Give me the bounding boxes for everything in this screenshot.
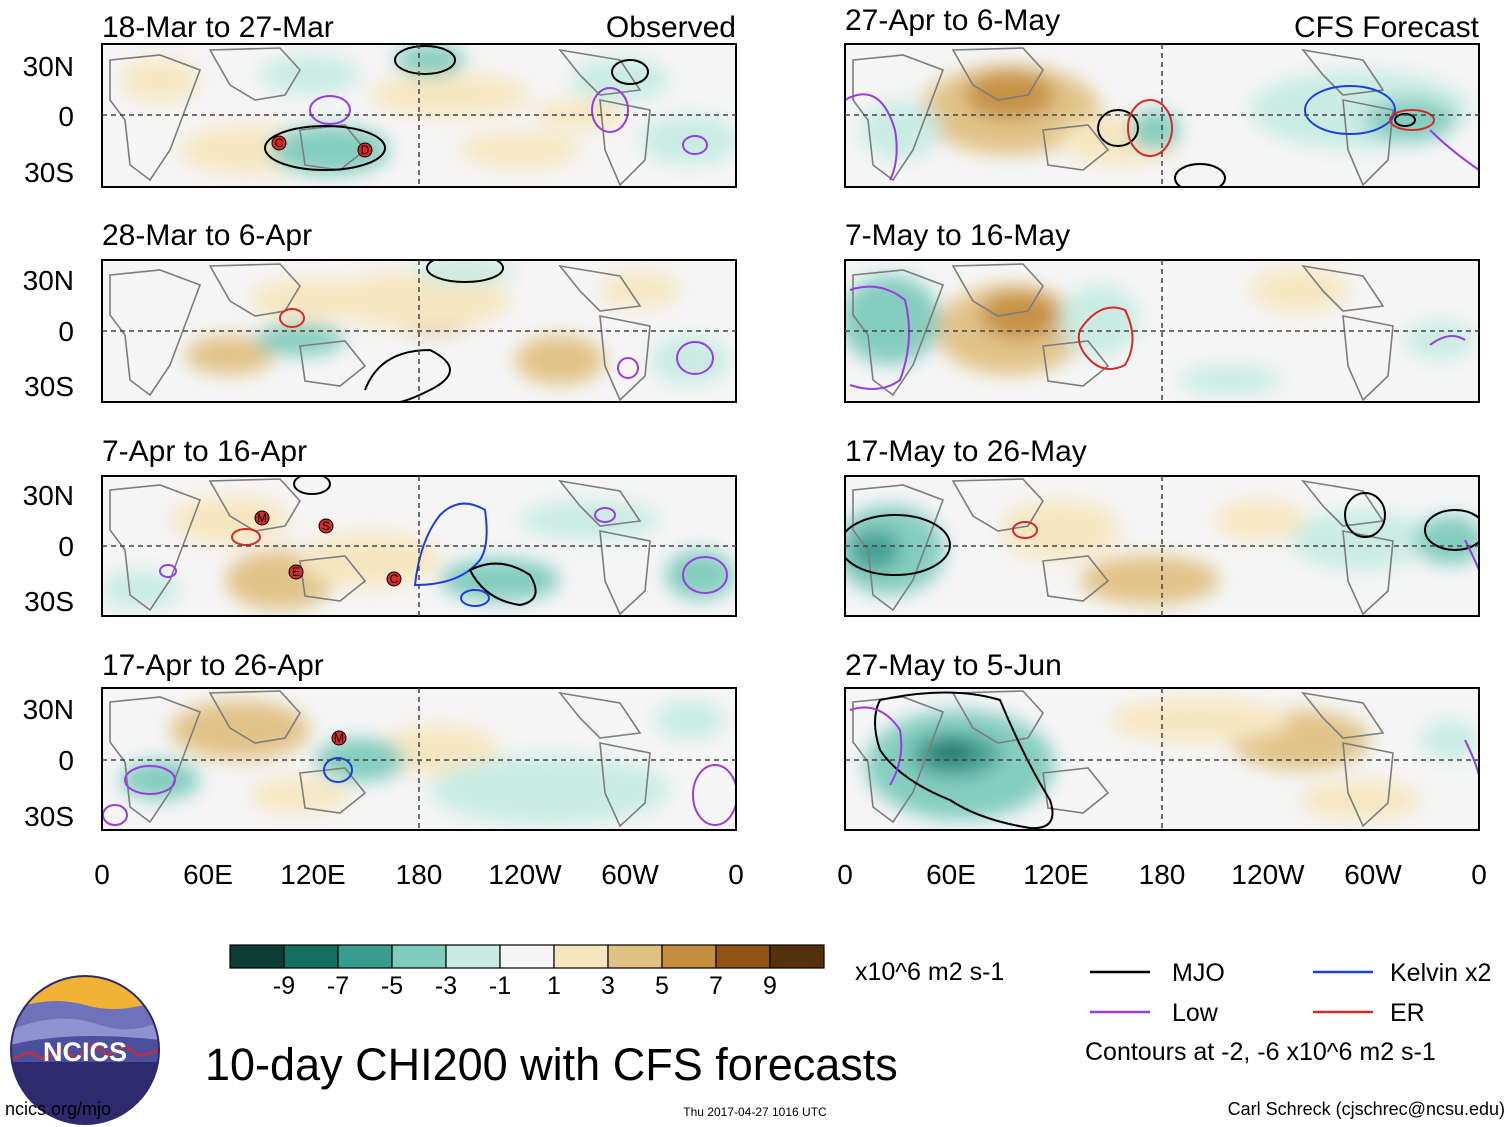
map-panel-6	[844, 259, 1480, 403]
colorbar-swatch	[661, 944, 717, 969]
panel-title-8: 27-May to 5-Jun	[845, 649, 1062, 682]
storm-label-p1-0: C	[275, 136, 284, 150]
lat-label: 0	[58, 316, 74, 347]
lon-label: 0	[728, 859, 744, 890]
lat-axis-p4: 30N 0 30S	[23, 694, 74, 832]
legend-label-mjo: MJO	[1172, 959, 1225, 987]
map-panel-4: M	[101, 687, 737, 831]
colorbar-tick-label: -1	[489, 972, 511, 1000]
map-panel-1: C D	[101, 43, 737, 188]
panel-title-3: 7-Apr to 16-Apr	[102, 435, 307, 468]
storm-marker-S: S	[318, 518, 334, 534]
legend-label-kelvin: Kelvin x2	[1390, 959, 1491, 987]
colorbar-tick-label: 5	[655, 972, 669, 1000]
colorbar-tick-label: -9	[273, 972, 295, 1000]
storm-marker-C: C	[271, 135, 287, 151]
colorbar-tick-label: 7	[709, 972, 723, 1000]
storm-marker-E: E	[288, 564, 304, 580]
lat-label: 30S	[24, 801, 74, 832]
storm-marker-C2: C	[386, 571, 402, 587]
lat-label: 30S	[24, 371, 74, 402]
map-panel-5	[844, 43, 1480, 188]
lat-label: 30N	[23, 694, 74, 725]
contours-note: Contours at -2, -6 x10^6 m2 s-1	[1085, 1038, 1436, 1066]
lon-axis-right: 0 60E 120E 180 120W 60W 0	[837, 859, 1487, 890]
colorbar-swatch	[391, 944, 447, 969]
storm-marker-M: M	[254, 510, 270, 526]
lon-label: 60E	[926, 859, 976, 890]
colorbar-swatch	[283, 944, 339, 969]
legend: MJO Kelvin x2 Low ER Contours at -2, -6 …	[1085, 959, 1491, 1066]
storm-label-p3-1: S	[322, 519, 330, 533]
storm-label-p1-1: D	[361, 143, 370, 157]
footer-author: Carl Schreck (cjschrec@ncsu.edu)	[1228, 1099, 1505, 1119]
map-panel-8	[844, 687, 1480, 831]
logo-text: NCICS	[43, 1037, 127, 1067]
lon-label: 0	[837, 859, 853, 890]
colorbar-swatch	[553, 944, 609, 969]
panel-title-1: 18-Mar to 27-Mar	[102, 11, 334, 44]
colorbar-swatch	[607, 944, 663, 969]
legend-label-er: ER	[1390, 999, 1425, 1027]
lon-label: 0	[1471, 859, 1487, 890]
lat-label: 30N	[23, 265, 74, 296]
colorbar: -9 -7 -5 -3 -1 1 3 5 7 9	[229, 944, 825, 1000]
panel-title-6: 7-May to 16-May	[845, 219, 1070, 252]
panel-title-4: 17-Apr to 26-Apr	[102, 649, 324, 682]
lat-axis-p2: 30N 0 30S	[23, 265, 74, 402]
colorbar-swatch	[337, 944, 393, 969]
lon-label: 120E	[280, 859, 345, 890]
lon-label: 60W	[1344, 859, 1402, 890]
map-panel-2	[101, 259, 737, 403]
legend-label-low: Low	[1172, 999, 1219, 1027]
storm-marker-M2: M	[331, 730, 347, 746]
main-title: 10-day CHI200 with CFS forecasts	[205, 1039, 898, 1090]
map-panel-3: M S E C	[101, 475, 737, 617]
lon-label: 60W	[601, 859, 659, 890]
colorbar-tick-label: 1	[547, 972, 561, 1000]
footer-timestamp: Thu 2017-04-27 1016 UTC	[683, 1105, 827, 1119]
colorbar-swatch	[229, 944, 285, 969]
storm-label-p3-3: C	[390, 572, 399, 586]
lon-label: 120W	[488, 859, 562, 890]
panel-title-5: 27-Apr to 6-May	[845, 4, 1060, 37]
lon-label: 180	[396, 859, 443, 890]
colorbar-tick-label: -3	[435, 972, 457, 1000]
colorbar-swatch	[769, 944, 825, 969]
storm-label-p3-2: E	[292, 565, 300, 579]
lat-label: 30N	[23, 480, 74, 511]
lat-label: 0	[58, 101, 74, 132]
lon-label: 60E	[183, 859, 233, 890]
storm-marker-D: D	[357, 142, 373, 158]
observed-header: Observed	[606, 11, 736, 44]
lat-axis-p1: 30N 0 30S	[23, 51, 74, 188]
colorbar-tick-label: -5	[381, 972, 403, 1000]
lon-label: 120W	[1231, 859, 1305, 890]
lon-label: 120E	[1023, 859, 1088, 890]
footer-url[interactable]: ncics.org/mjo	[5, 1099, 111, 1119]
colorbar-swatch	[445, 944, 501, 969]
lat-label: 30N	[23, 51, 74, 82]
lon-label: 0	[94, 859, 110, 890]
panel-title-2: 28-Mar to 6-Apr	[102, 219, 312, 252]
forecast-header: CFS Forecast	[1294, 11, 1480, 44]
lon-axis-left: 0 60E 120E 180 120W 60W 0	[94, 859, 744, 890]
storm-label-p3-0: M	[257, 511, 267, 525]
colorbar-swatch	[715, 944, 771, 969]
lat-label: 0	[58, 745, 74, 776]
panel-title-7: 17-May to 26-May	[845, 435, 1087, 468]
storm-label-p4-0: M	[334, 731, 344, 745]
lat-label: 30S	[24, 157, 74, 188]
lat-label: 0	[58, 531, 74, 562]
colorbar-units: x10^6 m2 s-1	[855, 958, 1004, 986]
lat-label: 30S	[24, 586, 74, 617]
lon-label: 180	[1139, 859, 1186, 890]
colorbar-tick-label: -7	[327, 972, 349, 1000]
colorbar-tick-label: 3	[601, 972, 615, 1000]
colorbar-swatch	[499, 944, 555, 969]
colorbar-tick-label: 9	[763, 972, 777, 1000]
map-panel-7	[844, 475, 1480, 617]
lat-axis-p3: 30N 0 30S	[23, 480, 74, 617]
